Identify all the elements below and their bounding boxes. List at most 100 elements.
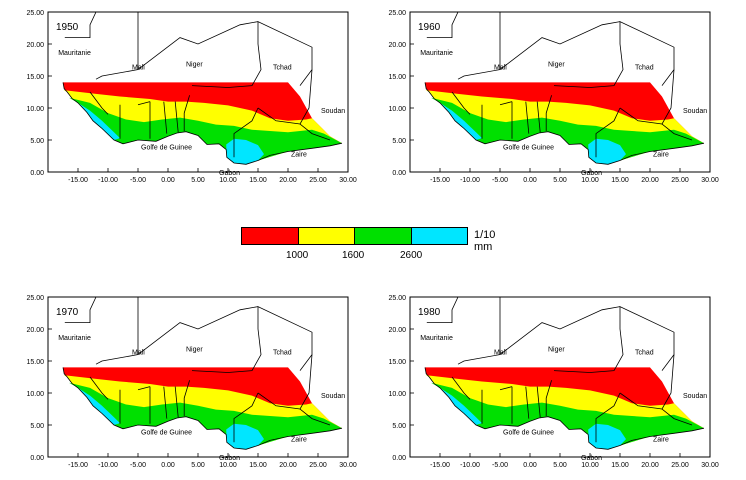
place-label-mauritanie: Mauritanie <box>58 50 91 57</box>
y-tick-label: 25.00 <box>26 295 44 302</box>
x-tick-label: 5.00 <box>191 462 205 469</box>
place-label-soudan: Soudan <box>683 393 707 400</box>
y-tick-label: 10.00 <box>388 391 406 398</box>
x-tick-label: 0.00 <box>161 177 175 184</box>
x-tick-label: 0.00 <box>523 462 537 469</box>
place-label-gabon: Gabon <box>581 455 602 462</box>
x-tick-label: 15.00 <box>249 177 267 184</box>
place-label-soudan: Soudan <box>321 108 345 115</box>
border-12 <box>451 91 471 115</box>
place-label-mauritanie: Mauritanie <box>420 50 453 57</box>
y-tick-label: 0.00 <box>392 455 406 462</box>
place-label-mali: Mali <box>494 350 507 357</box>
x-tick-label: -15.00 <box>68 177 88 184</box>
x-tick-label: 20.00 <box>279 462 297 469</box>
border-12 <box>89 376 109 400</box>
map-1980: 25.00 20.00 15.00 10.00 5.00 0.00 -15.00 -10.00… <box>388 295 718 469</box>
place-label-golfe: Golfe de Guinee <box>503 430 554 437</box>
legend-threshold-3: 2600 <box>400 250 423 261</box>
x-tick-label: 25.00 <box>671 462 689 469</box>
place-label-tchad: Tchad <box>635 350 654 357</box>
zone-cyan-west <box>440 387 482 425</box>
place-label-tchad: Tchad <box>635 65 654 72</box>
year-label: 1950 <box>56 22 79 33</box>
x-tick-label: -5.00 <box>130 462 146 469</box>
place-label-golfe: Golfe de Guinee <box>141 430 192 437</box>
place-label-niger: Niger <box>548 346 565 353</box>
border-5 <box>257 107 301 125</box>
border-2 <box>499 21 621 70</box>
x-tick-label: -10.00 <box>460 462 480 469</box>
map-panel-1960: 25.00 20.00 15.00 10.00 5.00 0.00 -15.00 -10.00… <box>362 0 722 195</box>
x-tick-label: 20.00 <box>641 177 659 184</box>
place-label-zaire: Zaire <box>653 152 669 159</box>
border-9 <box>536 101 541 133</box>
x-tick-label: 30.00 <box>701 177 719 184</box>
border-9 <box>174 101 179 133</box>
x-tick-label: -15.00 <box>430 177 450 184</box>
border-12 <box>89 91 109 115</box>
y-tick-label: 20.00 <box>388 42 406 49</box>
y-tick-label: 25.00 <box>26 10 44 17</box>
x-tick-label: -15.00 <box>68 462 88 469</box>
border-3 <box>191 20 313 88</box>
place-label-gabon: Gabon <box>219 170 240 177</box>
x-tick-label: 25.00 <box>309 177 327 184</box>
border-5 <box>257 392 301 410</box>
place-label-soudan: Soudan <box>321 393 345 400</box>
place-label-zaire: Zaire <box>291 437 307 444</box>
y-tick-label: 20.00 <box>388 327 406 334</box>
zone-cyan-gabon <box>226 138 264 165</box>
y-tick-label: 25.00 <box>388 295 406 302</box>
y-tick-label: 0.00 <box>30 170 44 177</box>
y-tick-label: 25.00 <box>388 10 406 17</box>
y-tick-label: 20.00 <box>26 327 44 334</box>
x-tick-label: -10.00 <box>98 462 118 469</box>
border-1 <box>95 12 139 80</box>
border-13 <box>137 101 151 106</box>
legend-threshold-1: 1000 <box>286 250 309 261</box>
coastline <box>62 367 343 450</box>
coastline <box>424 82 705 165</box>
place-label-mauritanie: Mauritanie <box>58 335 91 342</box>
place-label-golfe: Golfe de Guinee <box>141 145 192 152</box>
border-2 <box>137 306 259 355</box>
border-9 <box>174 386 179 418</box>
place-label-tchad: Tchad <box>273 350 292 357</box>
border-3 <box>553 20 675 88</box>
x-tick-label: -5.00 <box>492 462 508 469</box>
border-1 <box>457 297 501 365</box>
place-label-mauritanie: Mauritanie <box>420 335 453 342</box>
x-tick-label: 0.00 <box>523 177 537 184</box>
zone-green <box>69 97 342 163</box>
border-2 <box>137 21 259 70</box>
place-label-zaire: Zaire <box>291 152 307 159</box>
x-tick-label: 15.00 <box>249 462 267 469</box>
place-label-mali: Mali <box>132 350 145 357</box>
zone-cyan-west <box>78 387 120 425</box>
place-label-gabon: Gabon <box>219 455 240 462</box>
y-tick-label: 5.00 <box>30 138 44 145</box>
border-8 <box>163 101 168 134</box>
y-tick-label: 5.00 <box>392 138 406 145</box>
map-1970: 25.00 20.00 15.00 10.00 5.00 0.00 -15.00 -10.00… <box>26 295 356 469</box>
x-tick-label: 15.00 <box>611 462 629 469</box>
border-5 <box>619 107 663 125</box>
x-tick-label: 15.00 <box>611 177 629 184</box>
map-1950: 25.00 20.00 15.00 10.00 5.00 0.00 -15.00 -10.00… <box>26 10 357 184</box>
place-label-zaire: Zaire <box>653 437 669 444</box>
x-tick-label: 5.00 <box>553 462 567 469</box>
y-tick-label: 10.00 <box>388 106 406 113</box>
x-tick-label: -5.00 <box>130 177 146 184</box>
border-8 <box>163 386 168 419</box>
x-tick-label: 30.00 <box>339 177 357 184</box>
year-label: 1980 <box>418 307 441 318</box>
legend-swatch-cyan <box>411 227 468 245</box>
x-tick-label: 25.00 <box>309 462 327 469</box>
border-9 <box>536 386 541 418</box>
x-tick-label: 10.00 <box>219 462 237 469</box>
zone-cyan-gabon <box>226 423 264 450</box>
border-1 <box>95 297 139 365</box>
map-panel-1950: 25.00 20.00 15.00 10.00 5.00 0.00 -15.00 -10.00… <box>0 0 360 195</box>
x-tick-label: -15.00 <box>430 462 450 469</box>
